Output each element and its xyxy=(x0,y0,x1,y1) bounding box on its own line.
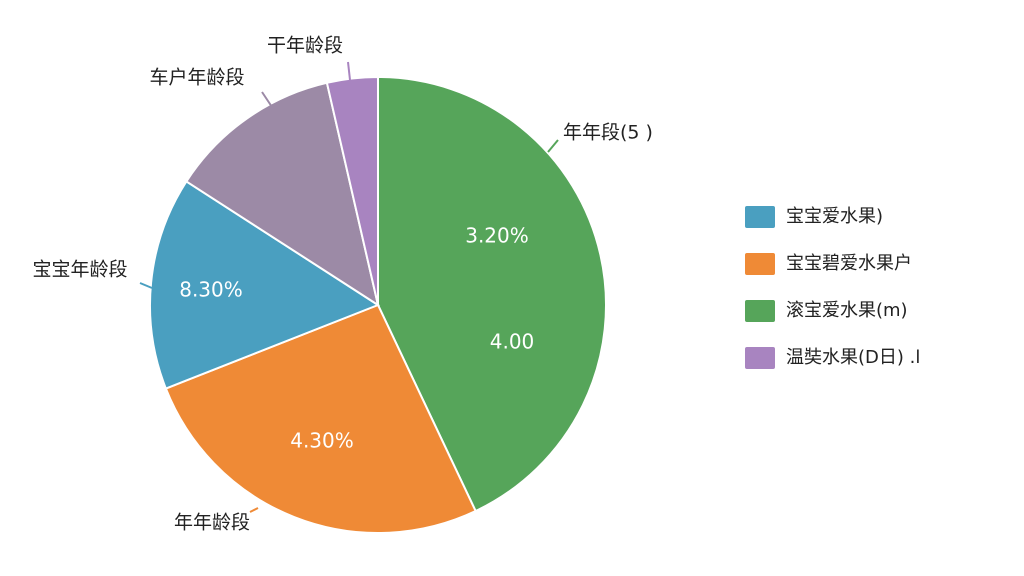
leader-line xyxy=(261,91,273,108)
legend-label: 滚宝爱水果(m) xyxy=(786,300,908,321)
legend-swatch xyxy=(745,253,775,275)
legend-label: 温奘水果(D日) .ⅼ xyxy=(786,347,920,368)
pie-slice xyxy=(377,75,607,513)
inner-label: 8.30% xyxy=(179,278,243,302)
slice-label: 年年龄段 xyxy=(174,512,250,534)
inner-label: 3.20% xyxy=(465,224,529,248)
pie-slice xyxy=(149,180,381,390)
legend-swatch xyxy=(745,347,775,369)
legend-swatch xyxy=(745,300,775,322)
legend-label: 宝宝爱水果) xyxy=(786,206,883,227)
pie-slice xyxy=(164,303,477,534)
leader-line xyxy=(547,139,559,153)
pie-slice xyxy=(325,75,379,306)
inner-label: 4.30% xyxy=(290,429,354,453)
leader-line xyxy=(249,507,259,513)
legend-swatch xyxy=(745,206,775,228)
slice-label: 车户年龄段 xyxy=(149,67,244,89)
leader-line xyxy=(139,282,153,289)
inner-label: 4.00 xyxy=(490,330,535,354)
slice-label: 宝宝年龄段 xyxy=(32,259,127,281)
leader-line xyxy=(347,61,351,81)
pie-slice xyxy=(185,81,380,308)
slice-label: 年年段(5 ) xyxy=(563,122,653,144)
legend-label: 宝宝碧爱水果户 xyxy=(786,253,912,274)
slice-label: 干年龄段 xyxy=(267,35,343,57)
